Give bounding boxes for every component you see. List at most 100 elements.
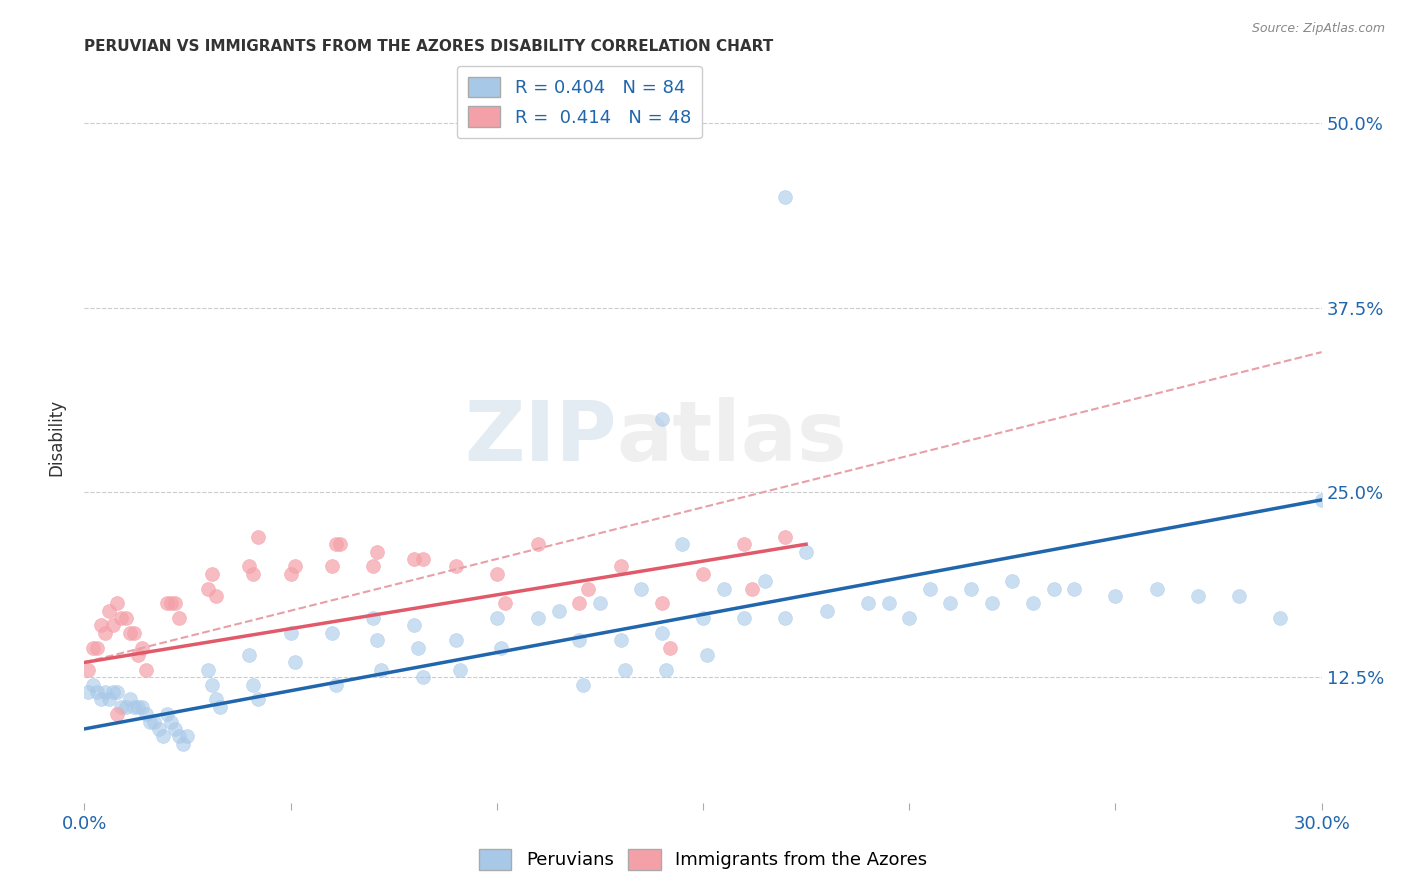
Point <box>201 677 224 691</box>
Legend: Peruvians, Immigrants from the Azores: Peruvians, Immigrants from the Azores <box>471 841 935 877</box>
Point <box>201 566 224 581</box>
Point <box>238 648 260 662</box>
Point <box>370 663 392 677</box>
Point <box>609 633 631 648</box>
Point <box>733 611 755 625</box>
Point <box>94 625 117 640</box>
Point <box>205 692 228 706</box>
Point <box>110 699 132 714</box>
Point <box>82 677 104 691</box>
Point <box>114 699 136 714</box>
Point <box>754 574 776 589</box>
Point <box>131 699 153 714</box>
Point <box>609 559 631 574</box>
Text: PERUVIAN VS IMMIGRANTS FROM THE AZORES DISABILITY CORRELATION CHART: PERUVIAN VS IMMIGRANTS FROM THE AZORES D… <box>84 38 773 54</box>
Point <box>527 537 550 551</box>
Point <box>1270 611 1292 625</box>
Point <box>696 648 718 662</box>
Point <box>856 596 879 610</box>
Point <box>898 611 921 625</box>
Point <box>775 611 797 625</box>
Point <box>172 737 194 751</box>
Point <box>741 582 763 596</box>
Point <box>655 663 678 677</box>
Point <box>918 582 941 596</box>
Point <box>238 559 260 574</box>
Point <box>329 537 352 551</box>
Point <box>280 566 302 581</box>
Point <box>444 633 467 648</box>
Point <box>246 692 269 706</box>
Point <box>366 633 388 648</box>
Point <box>775 190 797 204</box>
Point <box>103 685 125 699</box>
Point <box>160 596 183 610</box>
Point <box>77 663 100 677</box>
Point <box>167 729 190 743</box>
Point <box>246 530 269 544</box>
Point <box>815 604 838 618</box>
Point <box>118 692 141 706</box>
Point <box>325 537 347 551</box>
Point <box>325 677 347 691</box>
Point <box>671 537 693 551</box>
Point <box>613 663 636 677</box>
Point <box>404 618 426 632</box>
Point <box>1022 596 1045 610</box>
Point <box>77 685 100 699</box>
Point <box>659 640 682 655</box>
Point <box>404 552 426 566</box>
Point <box>167 611 190 625</box>
Point <box>197 582 219 596</box>
Point <box>114 611 136 625</box>
Point <box>90 692 112 706</box>
Point <box>1187 589 1209 603</box>
Point <box>139 714 162 729</box>
Point <box>86 640 108 655</box>
Point <box>122 699 145 714</box>
Point <box>143 714 166 729</box>
Text: Source: ZipAtlas.com: Source: ZipAtlas.com <box>1251 22 1385 36</box>
Point <box>449 663 471 677</box>
Point <box>489 640 512 655</box>
Point <box>165 722 187 736</box>
Point <box>1001 574 1024 589</box>
Y-axis label: Disability: Disability <box>48 399 66 475</box>
Point <box>692 611 714 625</box>
Point <box>321 625 343 640</box>
Point <box>733 537 755 551</box>
Point <box>127 699 149 714</box>
Point <box>444 559 467 574</box>
Point <box>651 411 673 425</box>
Point <box>589 596 612 610</box>
Point <box>361 611 384 625</box>
Point <box>103 618 125 632</box>
Point <box>98 604 121 618</box>
Point <box>131 640 153 655</box>
Point <box>877 596 900 610</box>
Point <box>156 596 179 610</box>
Point <box>1310 492 1333 507</box>
Point <box>1063 582 1085 596</box>
Point <box>127 648 149 662</box>
Point <box>110 611 132 625</box>
Point <box>122 625 145 640</box>
Point <box>82 640 104 655</box>
Point <box>412 552 434 566</box>
Point <box>94 685 117 699</box>
Point <box>197 663 219 677</box>
Point <box>568 596 591 610</box>
Point <box>494 596 516 610</box>
Point <box>209 699 232 714</box>
Point <box>105 685 128 699</box>
Point <box>118 625 141 640</box>
Point <box>547 604 569 618</box>
Point <box>651 596 673 610</box>
Point <box>242 566 264 581</box>
Point <box>1227 589 1250 603</box>
Point <box>284 656 307 670</box>
Point <box>1146 582 1168 596</box>
Point <box>980 596 1002 610</box>
Point <box>105 707 128 722</box>
Point <box>135 707 157 722</box>
